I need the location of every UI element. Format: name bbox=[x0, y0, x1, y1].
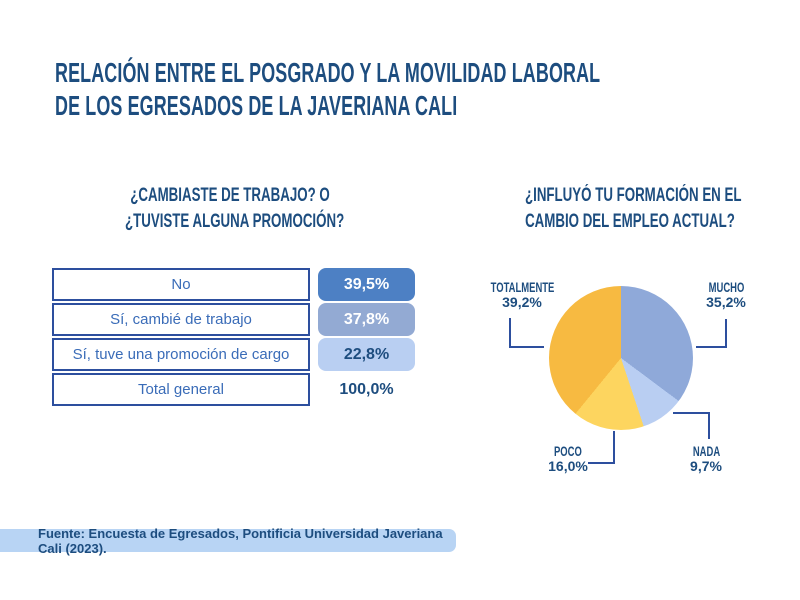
table-row-label: No bbox=[171, 276, 191, 293]
table-row: Sí, cambié de trabajo bbox=[52, 303, 310, 336]
table-row: Total general bbox=[52, 373, 310, 406]
leader-line-poco bbox=[588, 431, 615, 464]
leader-line-totalmente bbox=[509, 318, 544, 348]
page-title: RELACIÓN ENTRE EL POSGRADO Y LA MOVILIDA… bbox=[55, 56, 600, 122]
page-title-line1: RELACIÓN ENTRE EL POSGRADO Y LA MOVILIDA… bbox=[55, 57, 601, 88]
pie-slice-label: TOTALMENTE bbox=[490, 280, 554, 295]
percentage-badge: 22,8% bbox=[318, 338, 415, 371]
table-row-label: Sí, tuve una promoción de cargo bbox=[72, 346, 290, 363]
pie-callout-mucho: MUCHO 35,2% bbox=[671, 280, 781, 310]
pie-callout-nada: NADA 9,7% bbox=[651, 444, 761, 474]
right-question-heading: ¿INFLUYÓ TU FORMACIÓN EN EL CAMBIO DEL E… bbox=[525, 183, 742, 235]
left-question-line2: ¿TUVISTE ALGUNA PROMOCIÓN? bbox=[125, 211, 345, 232]
pie-slice-value: 39,2% bbox=[502, 294, 542, 310]
percentage-badge: 39,5% bbox=[318, 268, 415, 301]
left-question-line1: ¿CAMBIASTE DE TRABAJO? O bbox=[130, 185, 330, 206]
source-text: Fuente: Encuesta de Egresados, Pontifici… bbox=[38, 525, 443, 556]
pie-slice-value: 9,7% bbox=[690, 458, 722, 474]
pie-slice-label: MUCHO bbox=[708, 280, 744, 295]
pie-slice-value: 16,0% bbox=[548, 458, 588, 474]
table-row-label: Sí, cambié de trabajo bbox=[110, 311, 252, 328]
left-question-heading: ¿CAMBIASTE DE TRABAJO? O ¿TUVISTE ALGUNA… bbox=[125, 183, 345, 235]
leader-line-nada bbox=[673, 412, 710, 439]
right-question-line2: CAMBIO DEL EMPLEO ACTUAL? bbox=[525, 211, 735, 232]
pie-slice-label: POCO bbox=[554, 444, 582, 459]
leader-line-mucho bbox=[696, 319, 727, 348]
table-row-label: Total general bbox=[138, 381, 224, 398]
pie-slice-value: 35,2% bbox=[706, 294, 746, 310]
pie-chart bbox=[549, 286, 693, 430]
page-title-line2: DE LOS EGRESADOS DE LA JAVERIANA CALI bbox=[55, 90, 458, 121]
table-row: No bbox=[52, 268, 310, 301]
right-question-line1: ¿INFLUYÓ TU FORMACIÓN EN EL bbox=[525, 185, 742, 206]
source-bar: Fuente: Encuesta de Egresados, Pontifici… bbox=[0, 526, 456, 556]
total-percentage-value: 100,0% bbox=[339, 380, 394, 398]
percentage-badge: 37,8% bbox=[318, 303, 415, 336]
pie-slice-label: NADA bbox=[692, 444, 720, 459]
pie-callout-poco: POCO 16,0% bbox=[513, 444, 623, 474]
table-row: Sí, tuve una promoción de cargo bbox=[52, 338, 310, 371]
pie-callout-totalmente: TOTALMENTE 39,2% bbox=[467, 280, 577, 310]
